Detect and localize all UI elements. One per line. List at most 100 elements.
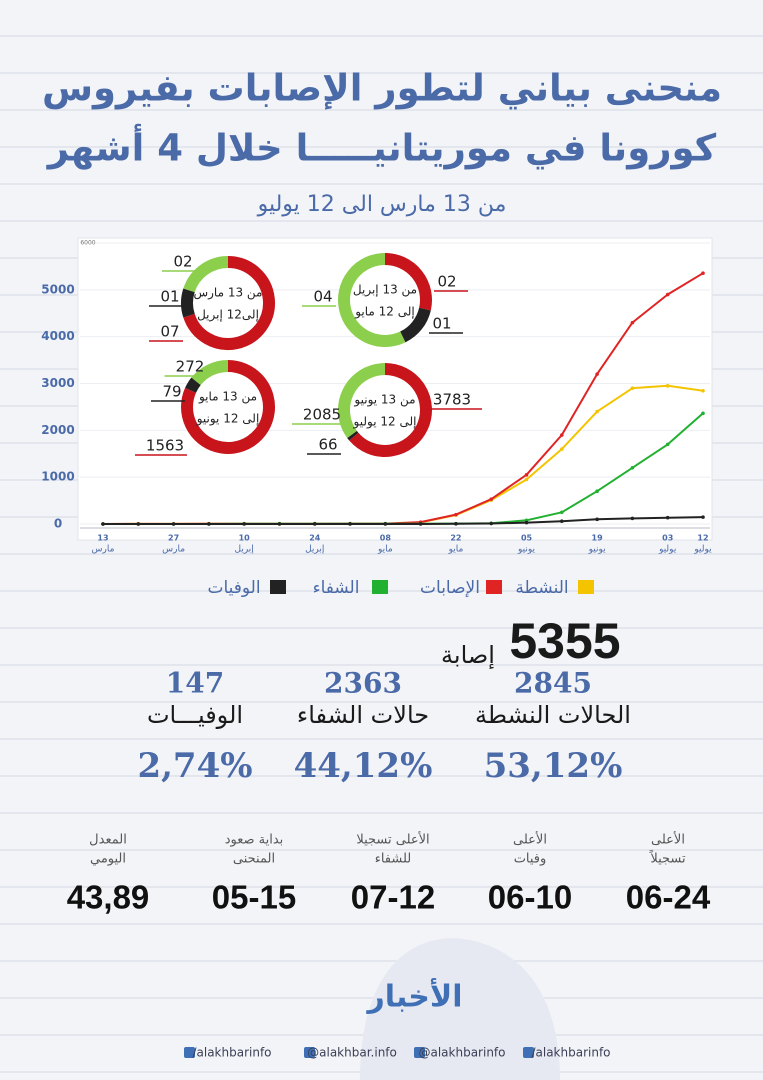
series-point	[701, 271, 705, 276]
content: منحنى بياني لتطور الإصابات بفيروس كورونا …	[42, 67, 722, 1060]
y-tick-label: 5000	[41, 282, 74, 296]
stat-label: الوفيـــات	[147, 701, 243, 729]
series-point	[312, 522, 317, 526]
x-tick-label: 13	[97, 534, 108, 543]
donut-value-label: 07	[160, 323, 179, 341]
x-tick-label: 10	[239, 534, 251, 543]
series-point	[595, 409, 599, 414]
social-icon	[304, 1047, 315, 1058]
donut-period: من 13 مارس	[193, 286, 262, 301]
stat-label: حالات الشفاء	[297, 701, 429, 729]
record-label: اليومي	[90, 852, 126, 867]
legend-swatch	[486, 580, 502, 594]
donut-segment	[347, 430, 359, 441]
x-tick-month: مايو	[377, 545, 393, 555]
donut-period: إلى 12 يونيو	[196, 412, 260, 427]
social-icon	[414, 1047, 425, 1058]
donut-period: إلى 12 يوليو	[353, 415, 417, 430]
record-label: بداية صعود	[225, 833, 284, 848]
x-tick-label: 05	[521, 534, 533, 543]
record-value: 07-12	[351, 879, 435, 916]
record-label: الأعلى تسجيلا	[356, 831, 429, 848]
series-point	[383, 522, 388, 526]
donut-value-label: 272	[176, 358, 205, 376]
series-point	[630, 320, 635, 325]
x-tick-month: مارس	[162, 545, 185, 555]
y-tick-label: 6000	[80, 240, 95, 247]
series-point	[171, 522, 176, 526]
social-handle: /alakhbarinfo	[531, 1046, 610, 1060]
x-tick-month: مايو	[448, 545, 464, 555]
donut-segment	[349, 363, 432, 457]
total-label: إصابة	[441, 641, 495, 670]
donut-value-label: 01	[432, 315, 451, 333]
series-point	[701, 515, 705, 519]
x-tick-month: إبريل	[305, 545, 324, 555]
record-value: 06-10	[488, 879, 572, 916]
x-tick-label: 12	[697, 534, 708, 543]
total-value: 5355	[509, 613, 620, 669]
title-line: كورونا في موريتانيـــــا خلال 4 أشهر	[46, 124, 717, 170]
donut-segment	[338, 253, 406, 347]
series-point	[665, 292, 670, 297]
record-value: 05-15	[212, 879, 296, 916]
social-handle: /alakhbarinfo	[192, 1046, 271, 1060]
donut-segment	[183, 256, 275, 350]
series-point	[630, 466, 635, 470]
legend-label: النشطة	[515, 578, 568, 598]
social-handle: @alakhbar.info	[307, 1046, 397, 1060]
x-tick-label: 08	[380, 534, 392, 543]
legend-label: الإصابات	[420, 578, 480, 598]
donut-center	[347, 372, 423, 448]
subtitle: من 13 مارس الى 12 يوليو	[257, 192, 507, 217]
donut-value-label: 02	[173, 253, 192, 271]
legend-swatch	[270, 580, 286, 594]
series-point	[418, 522, 423, 526]
donut-segment	[185, 377, 201, 393]
record-label: للشفاء	[375, 852, 412, 867]
series-point	[595, 489, 599, 494]
x-tick-month: مارس	[92, 545, 115, 555]
logo: الأخبار	[365, 978, 462, 1015]
legend-label: الشفاء	[313, 578, 360, 598]
donut-value-label: 01	[160, 288, 179, 306]
donut-period: إلى 12 مايو	[354, 305, 415, 320]
series-line	[103, 516, 704, 525]
stat-percent: 2,74%	[137, 746, 252, 786]
donut-value-label: 3783	[433, 391, 471, 409]
donut-center	[190, 265, 266, 341]
x-tick-label: 03	[662, 534, 673, 543]
y-tick-label: 4000	[41, 329, 74, 343]
series-point	[560, 510, 564, 515]
donut-segment	[191, 360, 229, 386]
series-point	[665, 384, 670, 388]
series-point	[454, 522, 458, 526]
series-point	[207, 522, 211, 526]
donut-segment	[338, 363, 386, 438]
series-point	[101, 522, 105, 526]
series-point	[489, 497, 494, 501]
series-point	[595, 372, 599, 376]
series-point	[560, 519, 564, 523]
y-tick-label: 1000	[41, 470, 74, 484]
series-point	[595, 517, 599, 522]
record-label: الأعلى	[651, 831, 685, 848]
legend-label: الوفيات	[207, 578, 260, 598]
series-point	[454, 512, 458, 517]
donut-center	[347, 262, 423, 338]
donut-value-label: 66	[318, 436, 337, 454]
donut-value-label: 1563	[146, 437, 184, 455]
series-point	[489, 521, 494, 526]
series-point	[524, 473, 529, 477]
social-handle: @alakhbarinfo	[418, 1046, 505, 1060]
donut-period: من 13 مايو	[198, 390, 257, 405]
record-value: 06-24	[626, 879, 711, 916]
donut-value-label: 04	[313, 288, 332, 306]
x-tick-month: يونيو	[517, 545, 536, 555]
x-tick-label: 22	[450, 534, 461, 543]
title-line: منحنى بياني لتطور الإصابات بفيروس	[42, 67, 722, 110]
stat-label: الحالات النشطة	[475, 701, 631, 729]
y-tick-label: 0	[54, 517, 62, 531]
donut-center	[190, 369, 266, 445]
x-tick-month: إبريل	[235, 545, 254, 555]
